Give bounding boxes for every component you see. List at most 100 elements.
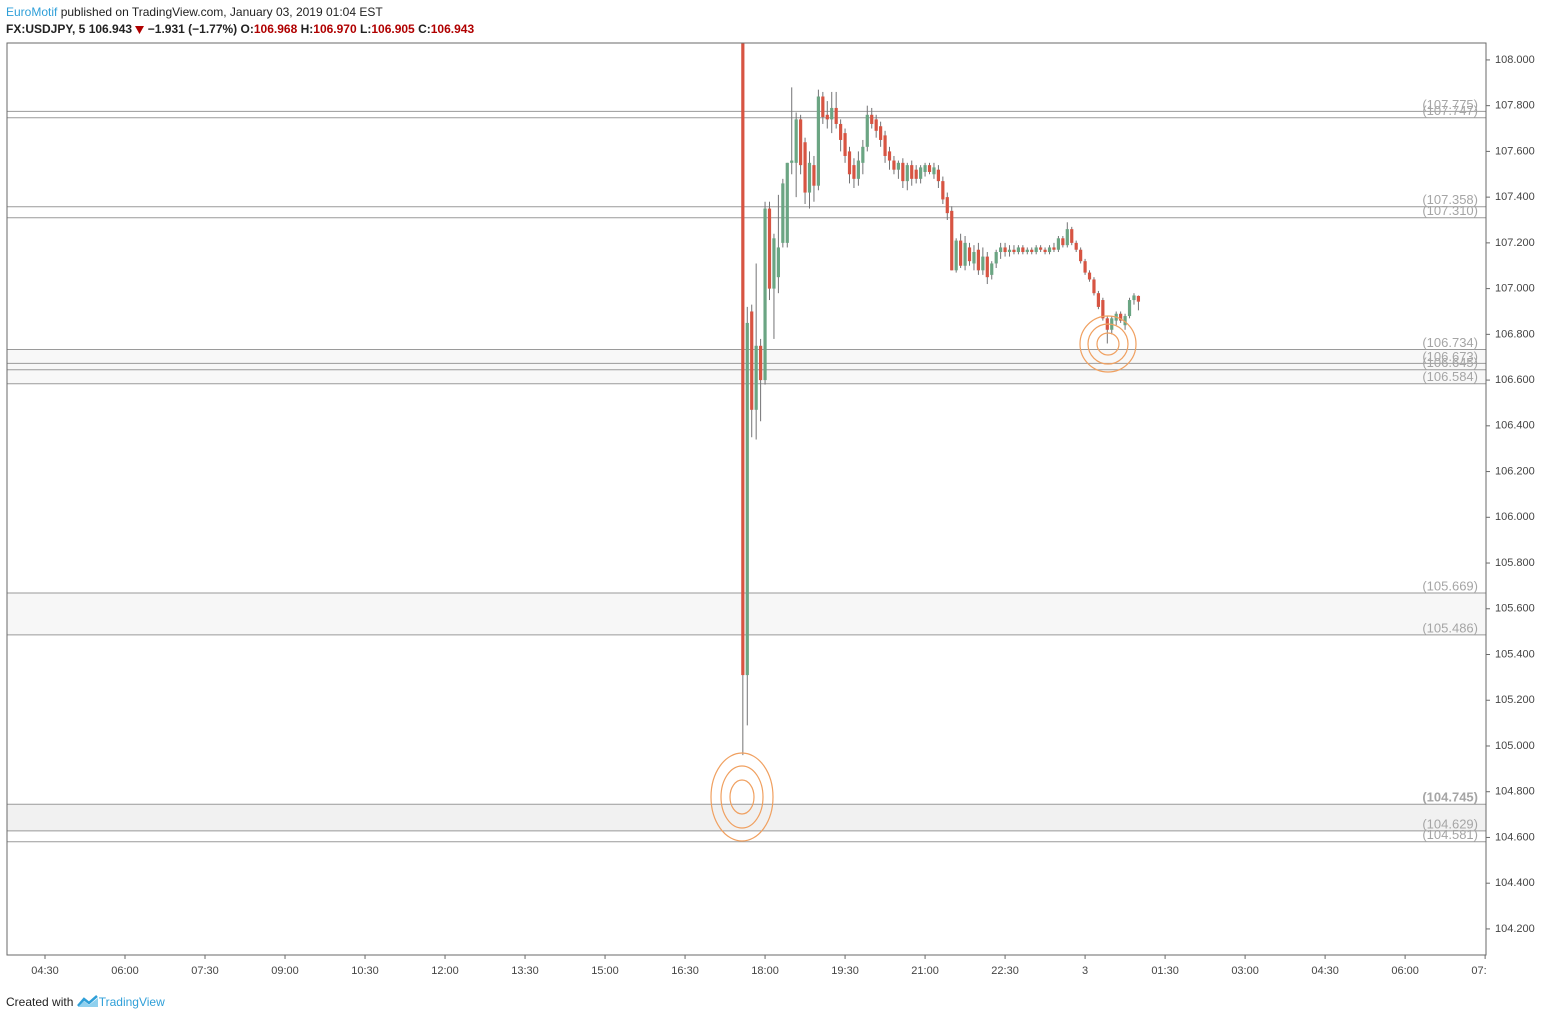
x-tick-label: 07:30 — [1471, 965, 1499, 977]
level-zone — [7, 804, 1486, 831]
candle-body — [763, 208, 767, 381]
candle-body — [892, 160, 896, 170]
x-tick-label: 06:00 — [111, 965, 139, 977]
brand[interactable]: TradingView — [98, 995, 165, 1009]
x-tick-label: 16:30 — [671, 965, 699, 977]
y-tick-label: 106.200 — [1495, 465, 1535, 477]
y-tick-label: 105.800 — [1495, 557, 1535, 569]
level-label: (107.747) — [1422, 103, 1478, 118]
symbol: FX:USDJPY, 5 — [6, 22, 86, 36]
candle-body — [1119, 313, 1123, 321]
candle-body — [1132, 295, 1136, 301]
candle-body — [1079, 249, 1083, 262]
low-value: 106.905 — [371, 22, 415, 36]
published: published on TradingView.com, January 03… — [60, 5, 383, 19]
y-tick-label: 107.200 — [1495, 237, 1535, 249]
level-label: (107.358) — [1422, 192, 1478, 207]
candle-body — [1092, 279, 1096, 294]
candle-body — [1007, 249, 1012, 253]
close-label: C: — [418, 22, 431, 36]
x-tick-label: 19:30 — [831, 965, 859, 977]
candle-body — [883, 135, 887, 156]
y-tick-label: 106.400 — [1495, 420, 1535, 432]
candle-body — [985, 256, 989, 278]
candle-body — [990, 263, 994, 275]
candle-body — [1056, 238, 1061, 250]
candle-body — [776, 247, 780, 278]
x-tick-label: 06:00 — [1391, 965, 1419, 977]
candle-body — [821, 96, 825, 118]
candle-body — [1096, 293, 1101, 307]
candle-body — [1047, 247, 1052, 253]
candle-body — [750, 311, 754, 410]
level-label: (104.629) — [1422, 816, 1478, 831]
candle-body — [799, 119, 803, 166]
candle-body — [1003, 247, 1007, 253]
candle-body — [745, 322, 749, 676]
candle-body — [759, 345, 763, 381]
level-label: (105.669) — [1422, 578, 1478, 593]
candle-body — [816, 96, 820, 186]
high-value: 106.970 — [313, 22, 357, 36]
x-tick-label: 15:00 — [591, 965, 619, 977]
circle-mid — [720, 765, 764, 829]
level-label: (107.775) — [1422, 97, 1478, 112]
candle-body — [870, 114, 874, 124]
y-tick-label: 105.600 — [1495, 603, 1535, 615]
candle-body — [945, 197, 949, 214]
candle-body — [839, 123, 843, 140]
candle-body — [967, 247, 972, 262]
candle-body — [834, 107, 838, 124]
annotation-circles — [710, 315, 1137, 842]
publish-line: EuroMotif published on TradingView.com, … — [6, 5, 383, 19]
down-arrow — [135, 26, 145, 34]
x-tick-label: 04:30 — [31, 965, 59, 977]
candle-body — [825, 114, 829, 120]
candle-body — [932, 167, 936, 175]
candle-body — [887, 151, 892, 161]
level-label: (104.745) — [1422, 790, 1478, 805]
level-label: (104.581) — [1422, 827, 1478, 842]
x-tick-label: 07:30 — [191, 965, 219, 977]
candle-body — [1030, 249, 1034, 253]
candle-body — [919, 167, 923, 179]
level-label: (106.645) — [1422, 355, 1478, 370]
close-value: 106.943 — [430, 22, 475, 36]
x-tick-label: 21:00 — [911, 965, 939, 977]
level-label: (105.486) — [1422, 620, 1478, 635]
candle-body — [781, 183, 785, 243]
candle-body — [785, 162, 789, 243]
x-tick-label: 12:00 — [431, 965, 459, 977]
author[interactable]: EuroMotif — [6, 5, 58, 19]
circle-outer — [1079, 315, 1137, 373]
created-with: Created with — [6, 995, 74, 1009]
candle-body — [910, 165, 914, 179]
x-tick-label: 09:00 — [271, 965, 299, 977]
level-label: (106.584) — [1422, 369, 1478, 384]
circle-inner — [729, 779, 755, 815]
chart: (107.775)(107.747) (107.358)(107.310) (106… — [6, 42, 1535, 977]
candle-body — [976, 249, 981, 271]
candle-body — [879, 126, 883, 140]
candle-body — [972, 252, 976, 264]
candle-body — [1016, 247, 1021, 253]
candle-body — [794, 119, 798, 163]
candle-body — [754, 345, 758, 410]
candle-body — [1034, 247, 1038, 253]
candle-body — [767, 208, 772, 289]
y-tick-label: 106.000 — [1495, 511, 1535, 523]
candle-body — [830, 107, 834, 120]
y-tick-label: 105.000 — [1495, 740, 1535, 752]
circle-mid — [1087, 323, 1129, 365]
candle-body — [812, 165, 816, 186]
x-tick-label: 18:00 — [751, 965, 779, 977]
plot-frame — [6, 42, 1487, 956]
candle-body — [959, 240, 963, 266]
y-tick-label: 107.800 — [1495, 100, 1535, 112]
candle-body — [807, 162, 812, 193]
candle-body — [963, 242, 967, 266]
y-tick-label: 104.400 — [1495, 877, 1535, 889]
candle-body — [1025, 249, 1029, 253]
low-label: L: — [360, 22, 372, 36]
candle-body — [803, 142, 807, 193]
